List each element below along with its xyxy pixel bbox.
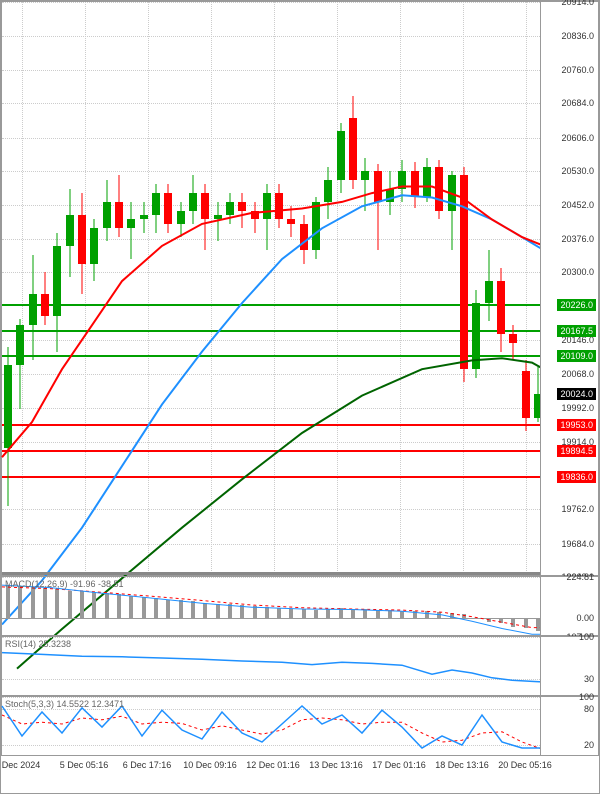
stoch-y-tick: 20 bbox=[584, 740, 594, 750]
y-tick-label: 20606.0 bbox=[561, 133, 594, 143]
time-tick-label: 17 Dec 01:16 bbox=[372, 760, 426, 770]
chart-container: 20914.0 20836.0 20760.0 20684.0 20606.0 20530… bbox=[0, 0, 600, 794]
y-tick-label: 20914.0 bbox=[561, 0, 594, 7]
macd-y-tick: 0.00 bbox=[576, 613, 594, 623]
time-tick-label: 5 Dec 05:16 bbox=[60, 760, 109, 770]
stoch-panel: Stoch(5,3,3) 14.5522 12.3471 1008020 bbox=[1, 696, 599, 756]
y-tick-label: 20760.0 bbox=[561, 65, 594, 75]
time-axis: Dec 2024 5 Dec 05:16 6 Dec 17:16 10 Dec 09:… bbox=[1, 756, 599, 795]
rsi-y-axis: 10030 bbox=[540, 637, 598, 695]
y-tick-label: 19762.0 bbox=[561, 504, 594, 514]
time-tick-label: 18 Dec 13:16 bbox=[435, 760, 489, 770]
y-tick-label: 20300.0 bbox=[561, 267, 594, 277]
time-tick-label: 10 Dec 09:16 bbox=[183, 760, 237, 770]
macd-y-axis: 224.810.00-107.05 bbox=[540, 577, 598, 635]
rsi-y-tick: 30 bbox=[584, 674, 594, 684]
y-tick-label: 20836.0 bbox=[561, 31, 594, 41]
y-tick-label: 19684.0 bbox=[561, 539, 594, 549]
y-tick-label: 20376.0 bbox=[561, 234, 594, 244]
y-tick-label: 20684.0 bbox=[561, 98, 594, 108]
time-tick-label: 12 Dec 01:16 bbox=[246, 760, 300, 770]
time-tick-label: 13 Dec 13:16 bbox=[309, 760, 363, 770]
level-label: 19953.0 bbox=[557, 419, 596, 431]
level-label: 20226.0 bbox=[557, 299, 596, 311]
level-label: 19894.5 bbox=[557, 445, 596, 457]
rsi-plot-area[interactable] bbox=[2, 637, 540, 695]
y-tick-label: 20452.0 bbox=[561, 200, 594, 210]
main-plot-area[interactable] bbox=[2, 2, 540, 575]
rsi-panel: RSI(14) 25.3238 10030 bbox=[1, 636, 599, 696]
stoch-y-tick: 80 bbox=[584, 704, 594, 714]
macd-label: MACD(12,26,9) -91.96 -38.51 bbox=[5, 579, 124, 589]
macd-y-tick: 224.81 bbox=[566, 572, 594, 582]
rsi-y-tick: 100 bbox=[579, 632, 594, 642]
y-tick-label: 20068.0 bbox=[561, 369, 594, 379]
main-price-panel: 20914.0 20836.0 20760.0 20684.0 20606.0 20530… bbox=[1, 1, 599, 576]
stoch-y-tick: 100 bbox=[579, 692, 594, 702]
level-label: 20167.5 bbox=[557, 325, 596, 337]
main-y-axis: 20914.0 20836.0 20760.0 20684.0 20606.0 20530… bbox=[540, 2, 598, 575]
y-tick-label: 19992.0 bbox=[561, 403, 594, 413]
time-tick-label: 20 Dec 05:16 bbox=[498, 760, 552, 770]
time-tick-label: Dec 2024 bbox=[2, 760, 41, 770]
level-label: 20109.0 bbox=[557, 350, 596, 362]
time-tick-label: 6 Dec 17:16 bbox=[123, 760, 172, 770]
stoch-label: Stoch(5,3,3) 14.5522 12.3471 bbox=[5, 699, 124, 709]
rsi-label: RSI(14) 25.3238 bbox=[5, 639, 71, 649]
stoch-y-axis: 1008020 bbox=[540, 697, 598, 755]
level-label: 19836.0 bbox=[557, 471, 596, 483]
y-tick-label: 20530.0 bbox=[561, 166, 594, 176]
current-price-label: 20024.0 bbox=[557, 388, 596, 400]
macd-panel: MACD(12,26,9) -91.96 -38.51 224.810.00-1… bbox=[1, 576, 599, 636]
